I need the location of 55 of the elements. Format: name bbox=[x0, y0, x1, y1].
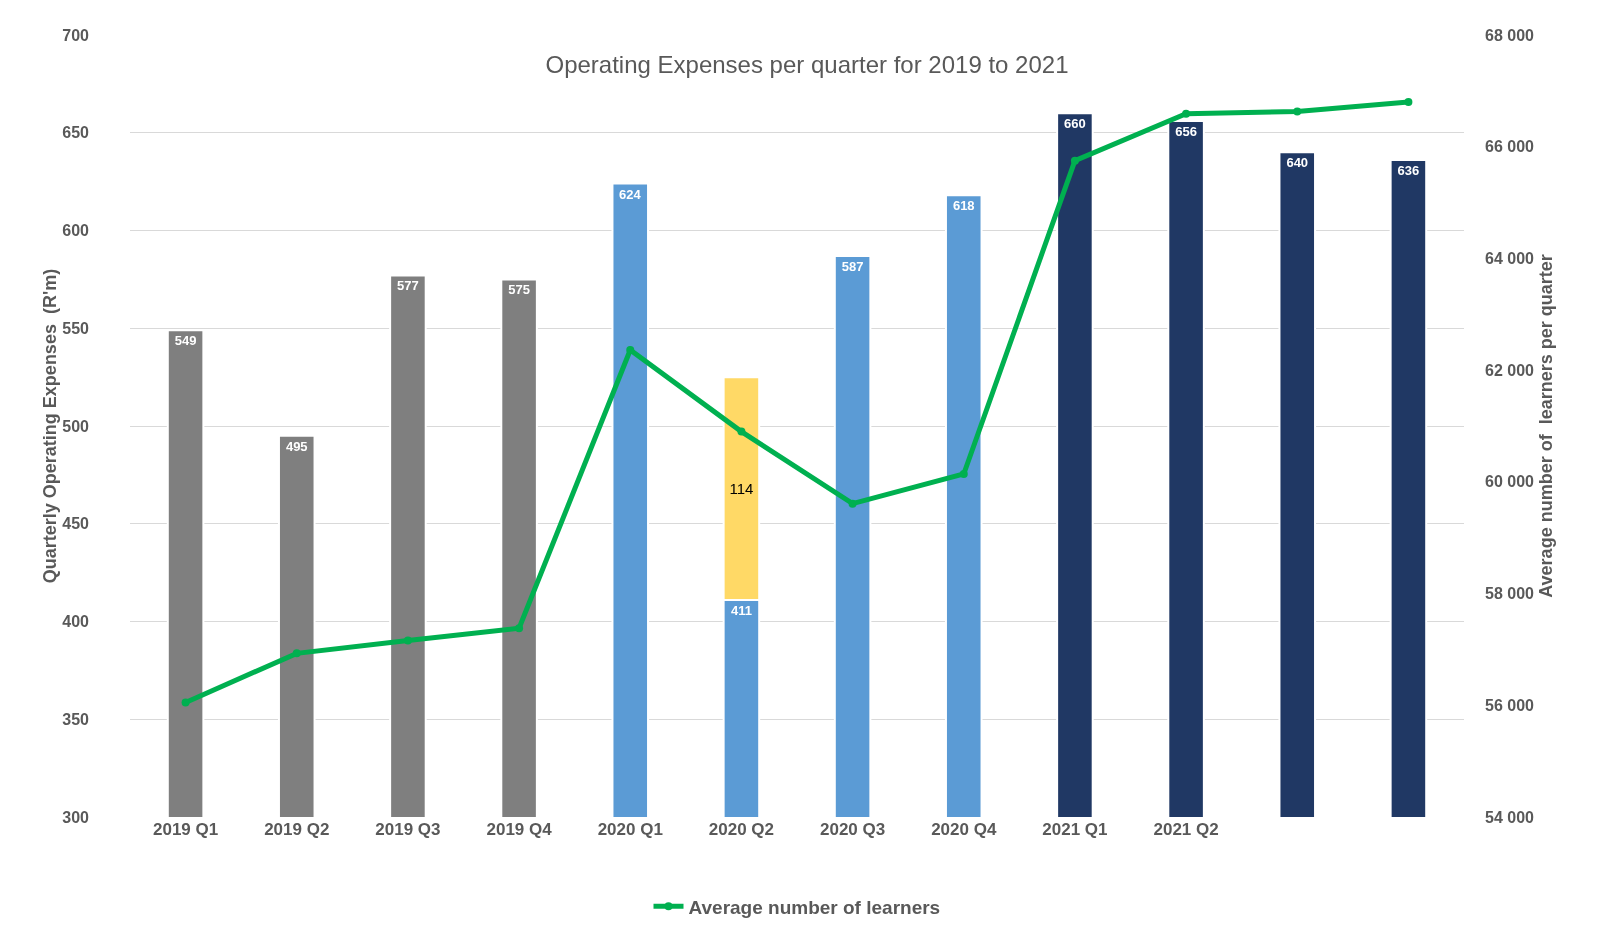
data-label: 640 bbox=[1286, 155, 1309, 171]
data-label: 577 bbox=[397, 278, 419, 294]
data-label: 587 bbox=[841, 258, 864, 274]
y-axis-title: Quarterly Operating Expenses (R'm) bbox=[40, 268, 61, 584]
y2-tick-label: 60 000 bbox=[1485, 473, 1535, 491]
data-label: 575 bbox=[508, 282, 530, 298]
point bbox=[737, 427, 746, 436]
y2-tick-label: 58 000 bbox=[1485, 585, 1535, 603]
x-tick-label: 2019 Q4 bbox=[486, 820, 553, 839]
point bbox=[848, 499, 857, 508]
data-label: 636 bbox=[1397, 163, 1420, 179]
y-tick-label: 550 bbox=[62, 319, 90, 337]
y-tick-label: 350 bbox=[62, 710, 90, 728]
x-tick-label: 2020 Q2 bbox=[708, 820, 775, 839]
legend-label: Average number of learners bbox=[688, 896, 941, 918]
y-tick-label: 650 bbox=[62, 124, 90, 142]
y2-tick-label: 64 000 bbox=[1485, 250, 1535, 268]
y2-tick-label: 62 000 bbox=[1485, 361, 1535, 379]
point bbox=[403, 636, 412, 645]
x-tick-label: 2020 Q1 bbox=[597, 820, 663, 839]
y-tick-label: 450 bbox=[62, 515, 90, 533]
point bbox=[1293, 107, 1302, 116]
y-tick-label: 300 bbox=[62, 808, 90, 826]
data-label: 114 bbox=[729, 480, 754, 498]
data-label: 411 bbox=[730, 603, 752, 618]
data-label: 549 bbox=[174, 333, 197, 349]
point bbox=[181, 698, 190, 707]
y2-axis-title: Average number of learners per quarter bbox=[1536, 254, 1557, 598]
data-label: 656 bbox=[1175, 124, 1197, 140]
x-tick-label: 2021 Q2 bbox=[1153, 820, 1219, 839]
y2-tick-label: 68 000 bbox=[1485, 26, 1535, 44]
x-tick-label: 2020 Q3 bbox=[819, 820, 886, 839]
y2-tick-label: 54 000 bbox=[1485, 808, 1535, 826]
data-label: 495 bbox=[285, 438, 308, 454]
point bbox=[959, 470, 968, 479]
point bbox=[1404, 98, 1413, 107]
point bbox=[515, 624, 524, 633]
y-tick-label: 600 bbox=[62, 222, 90, 240]
y-tick-label: 700 bbox=[62, 26, 90, 44]
data-label: 624 bbox=[619, 186, 642, 202]
point bbox=[1070, 156, 1079, 165]
y-tick-label: 500 bbox=[62, 417, 90, 435]
y2-tick-label: 56 000 bbox=[1485, 696, 1535, 714]
x-tick-label: 2021 Q1 bbox=[1042, 820, 1108, 839]
x-tick-label: 2019 Q3 bbox=[375, 820, 441, 839]
point bbox=[292, 649, 301, 658]
text: Operating Expenses per quarter for 2019 to 2021 bbox=[545, 51, 1069, 79]
data-label: 660 bbox=[1064, 116, 1086, 132]
y2-tick-label: 66 000 bbox=[1485, 138, 1535, 156]
x-tick-label: 2019 Q1 bbox=[152, 820, 219, 839]
data-label: 618 bbox=[952, 198, 975, 214]
point bbox=[1182, 109, 1191, 118]
x-tick-label: 2020 Q4 bbox=[931, 820, 997, 839]
y-tick-label: 400 bbox=[62, 613, 90, 631]
x-tick-label: 2019 Q2 bbox=[264, 820, 330, 839]
